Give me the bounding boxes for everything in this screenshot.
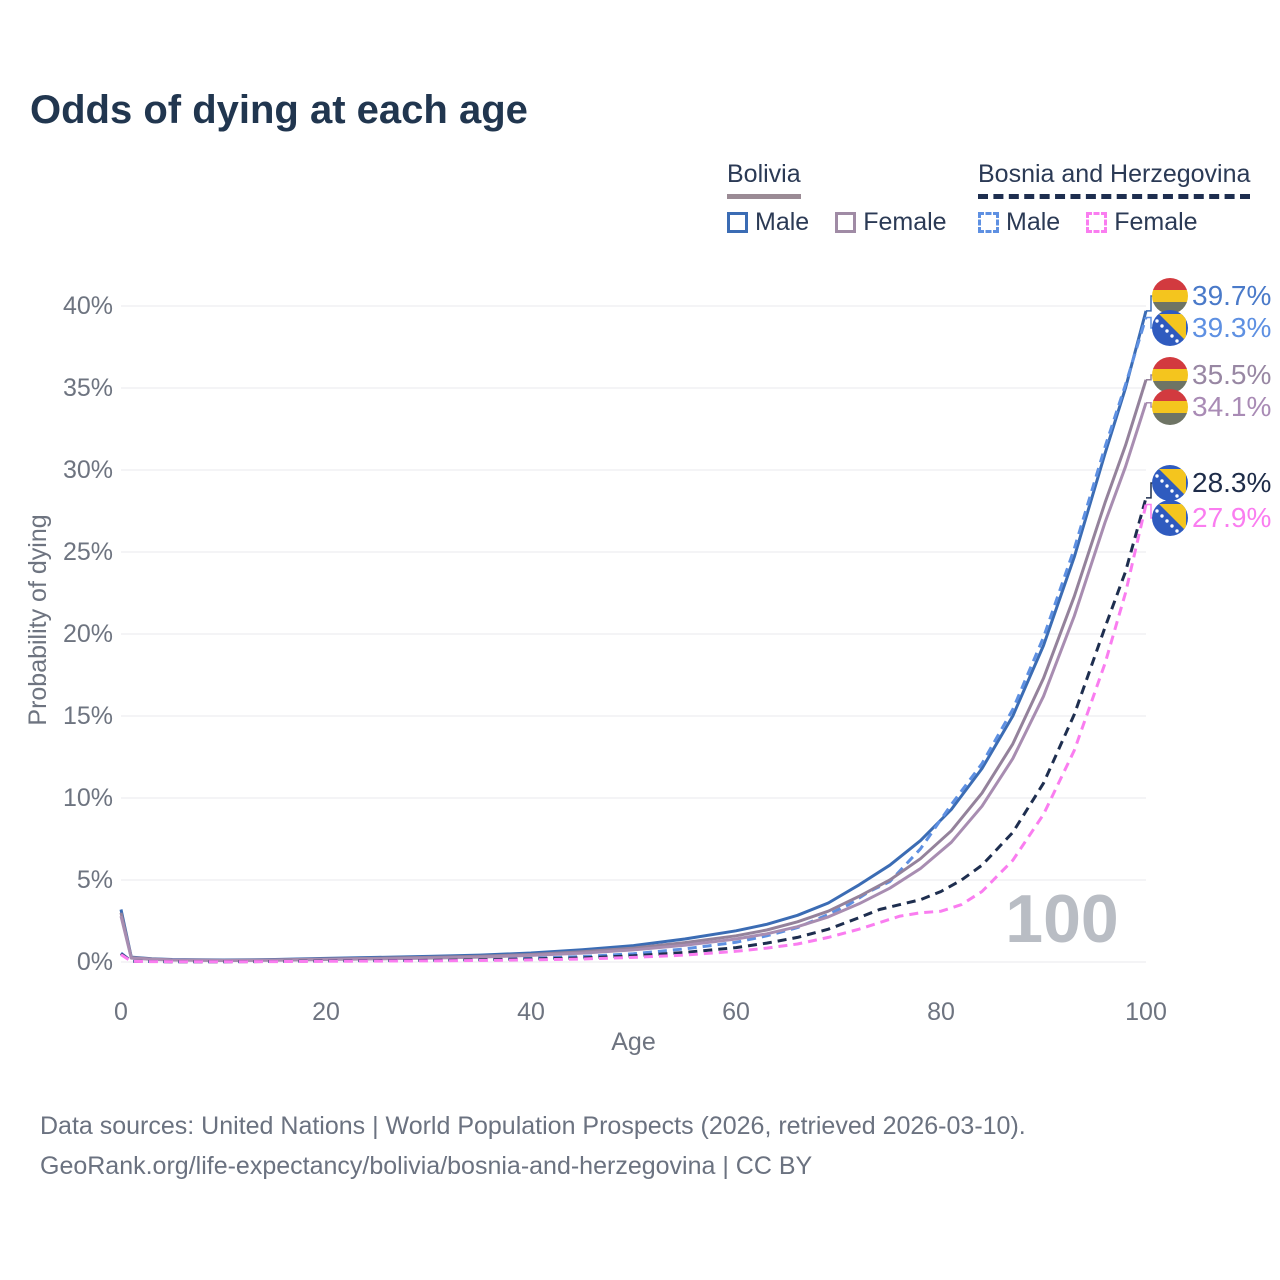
series-end-value-bolivia-both: 35.5% [1192, 359, 1271, 390]
series-line-bolivia-female[interactable] [119, 402, 1148, 962]
bolivia-flag-icon [1152, 357, 1188, 393]
x-tick-label: 0 [114, 998, 128, 1026]
series-end-value-bosnia-male: 39.3% [1192, 312, 1271, 343]
legend-item-bosnia-male-label: Male [1006, 208, 1061, 236]
x-tick-label: 100 [1125, 998, 1167, 1026]
legend-group-bolivia: Bolivia Male Female [727, 160, 947, 237]
checkbox-bosnia-female-icon[interactable] [1086, 212, 1108, 233]
series-line-bolivia-both[interactable] [119, 379, 1148, 962]
series-end-value-bosnia-female: 27.9% [1192, 502, 1271, 533]
y-tick-label: 15% [63, 702, 113, 730]
y-tick-label: 30% [63, 456, 113, 484]
x-tick-label: 40 [517, 998, 545, 1026]
y-tick-label: 20% [63, 620, 113, 648]
series-line-bosnia-male[interactable] [120, 317, 1148, 964]
bolivia-flag-icon [1152, 389, 1188, 425]
bosnia-flag-icon [1152, 310, 1188, 346]
y-tick-label: 0% [77, 948, 113, 976]
y-tick-label: 5% [77, 866, 113, 894]
x-tick-label: 20 [312, 998, 340, 1026]
checkbox-bolivia-female-icon[interactable] [835, 212, 857, 233]
series-end-value-bosnia-both: 28.3% [1192, 467, 1271, 498]
data-sources-line: Data sources: United Nations | World Pop… [40, 1112, 1026, 1140]
checkbox-bolivia-male-icon[interactable] [727, 212, 748, 233]
legend-item-bolivia-male-label: Male [755, 208, 810, 236]
legend-item-bosnia-female[interactable]: Female [1086, 208, 1198, 237]
bosnia-flag-icon [1152, 465, 1188, 501]
series-end-value-bolivia-female: 34.1% [1192, 391, 1271, 422]
page-title: Odds of dying at each age [30, 88, 528, 132]
legend-country-bolivia[interactable]: Bolivia [727, 160, 947, 199]
x-tick-label: 80 [927, 998, 955, 1026]
legend-item-bosnia-female-label: Female [1114, 208, 1198, 236]
bosnia-flag-icon [1152, 500, 1188, 536]
y-tick-label: 35% [63, 374, 113, 402]
legend-item-bosnia-male[interactable]: Male [978, 208, 1060, 237]
y-tick-label: 10% [63, 784, 113, 812]
legend-country-bosnia-label: Bosnia and Herzegovina [978, 160, 1251, 199]
attribution-line: GeoRank.org/life-expectancy/bolivia/bosn… [40, 1152, 813, 1180]
bolivia-flag-icon [1152, 278, 1188, 314]
y-tick-label: 40% [63, 292, 113, 320]
legend-group-bosnia: Bosnia and Herzegovina Male Female [978, 160, 1251, 237]
y-axis-title: Probability of dying [24, 514, 52, 725]
legend-country-bolivia-label: Bolivia [727, 160, 801, 199]
x-tick-label: 60 [722, 998, 750, 1026]
series-line-bosnia-both[interactable] [120, 497, 1148, 964]
x-axis-title: Age [611, 1028, 655, 1056]
legend-country-bosnia[interactable]: Bosnia and Herzegovina [978, 160, 1251, 199]
series-line-bolivia-male[interactable] [119, 310, 1148, 962]
checkbox-bosnia-male-icon[interactable] [978, 212, 999, 233]
legend-item-bolivia-female[interactable]: Female [835, 208, 947, 237]
chart-footer: Data sources: United Nations | World Pop… [40, 1106, 1026, 1186]
series-end-value-bolivia-male: 39.7% [1192, 280, 1271, 311]
series-line-bosnia-female[interactable] [120, 504, 1148, 964]
legend-item-bolivia-male[interactable]: Male [727, 208, 809, 237]
age-watermark: 100 [1005, 881, 1118, 957]
legend-item-bolivia-female-label: Female [863, 208, 947, 236]
y-tick-label: 25% [63, 538, 113, 566]
